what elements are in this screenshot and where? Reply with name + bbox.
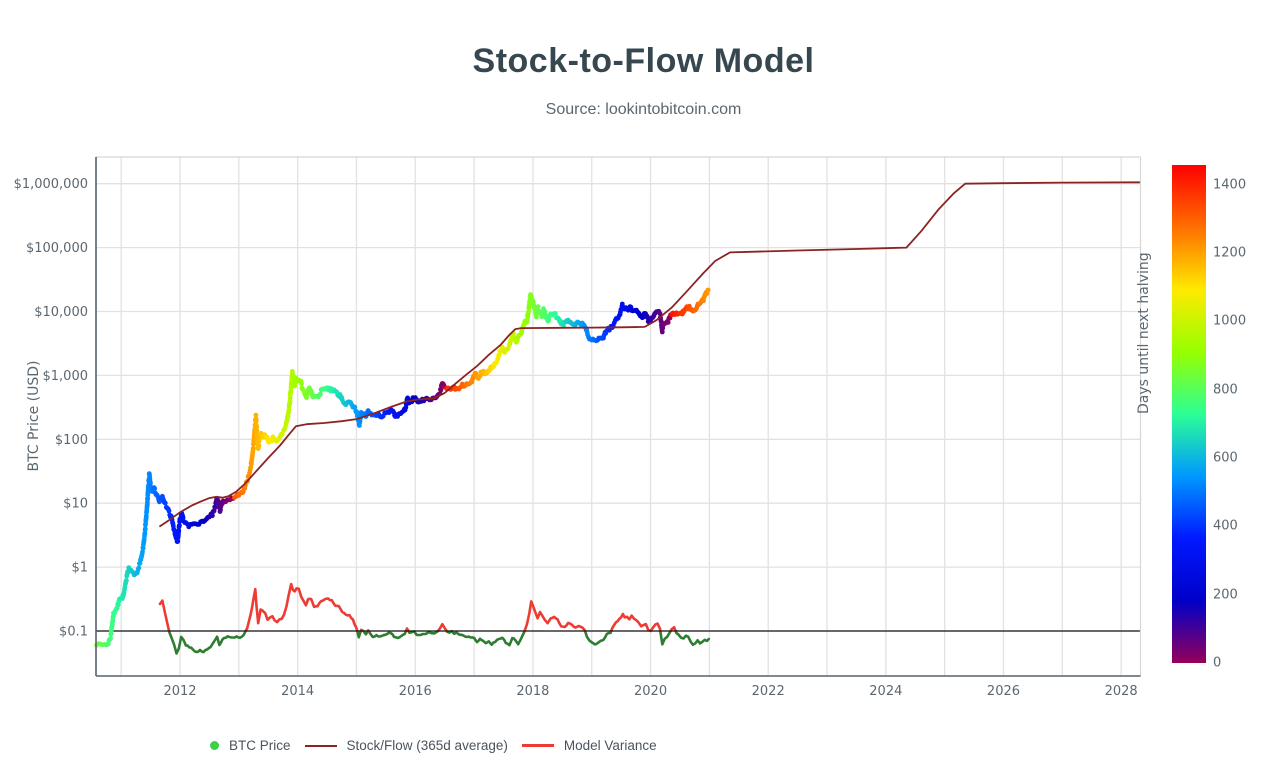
legend-item-btc-price[interactable]: BTC Price	[210, 738, 291, 753]
colorbar-tick-label: 200	[1213, 587, 1238, 603]
y-tick-label: $10	[63, 497, 88, 512]
chart-subtitle: Source: lookintobitcoin.com	[545, 101, 742, 118]
y-tick-label: $1,000	[43, 369, 89, 384]
stock-flow-line-icon	[304, 744, 337, 747]
chart-title: Stock-to-Flow Model	[472, 42, 815, 80]
colorbar-gradient	[1172, 165, 1206, 663]
x-tick-label: 2024	[869, 684, 902, 699]
legend-label-btc-price: BTC Price	[229, 738, 291, 753]
legend-item-model-variance[interactable]: Model Variance	[521, 738, 657, 753]
x-tick-label: 2018	[516, 684, 549, 699]
colorbar-tick-label: 0	[1213, 655, 1222, 671]
colorbar-tick-label: 1000	[1213, 313, 1247, 329]
colorbar-tick-label: 600	[1213, 450, 1238, 466]
x-tick-label: 2028	[1105, 684, 1138, 699]
x-tick-label: 2022	[752, 684, 785, 699]
axis-tick-labels: $1,000,000 $100,000 $10,000 $1,000 $100 $10 $1…	[14, 177, 1138, 699]
y-tick-label: $0.1	[59, 625, 88, 640]
legend-item-stock-flow[interactable]: Stock/Flow (365d average)	[304, 738, 508, 753]
chart-legend: BTC Price Stock/Flow (365d average) Mode…	[210, 738, 657, 753]
colorbar-tick-label: 1400	[1213, 177, 1247, 193]
y-axis-title: BTC Price (USD)	[26, 360, 42, 471]
x-tick-label: 2026	[987, 684, 1020, 699]
colorbar-tick-label: 1200	[1213, 245, 1247, 261]
model-variance-line	[158, 582, 711, 655]
legend-label-model-variance: Model Variance	[563, 738, 657, 753]
btc-price-marker-icon	[210, 741, 219, 750]
y-tick-label: $100	[55, 433, 88, 448]
y-tick-label: $1	[71, 561, 88, 576]
stock-flow-line	[158, 181, 1141, 528]
colorbar-tick-label: 400	[1213, 518, 1238, 534]
y-tick-label: $10,000	[34, 305, 88, 320]
colorbar-tick-label: 800	[1213, 382, 1238, 398]
model-variance-line-icon	[521, 744, 554, 747]
x-tick-label: 2012	[163, 684, 196, 699]
btc-price-scatter	[94, 287, 711, 648]
y-tick-label: $1,000,000	[14, 177, 88, 192]
y-tick-label: $100,000	[26, 241, 88, 256]
x-tick-label: 2014	[281, 684, 314, 699]
x-tick-label: 2016	[399, 684, 432, 699]
legend-label-stock-flow: Stock/Flow (365d average)	[346, 738, 508, 753]
x-tick-label: 2020	[634, 684, 667, 699]
